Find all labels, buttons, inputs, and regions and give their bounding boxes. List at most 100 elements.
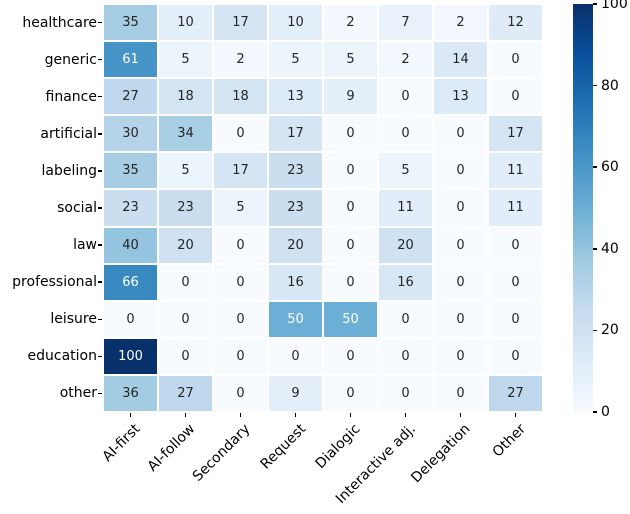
x-tick-label: Request bbox=[257, 421, 309, 473]
cell-value: 0 bbox=[401, 348, 410, 364]
heatmap-cell: 35 bbox=[103, 4, 158, 42]
cell-value: 27 bbox=[177, 385, 194, 401]
cell-value: 9 bbox=[291, 385, 300, 401]
cell-value: 66 bbox=[122, 274, 139, 290]
cell-value: 14 bbox=[452, 52, 469, 68]
x-tick-mark bbox=[404, 413, 407, 417]
heatmap-cell: 9 bbox=[268, 374, 323, 412]
x-tick-mark bbox=[294, 413, 297, 417]
cell-value: 0 bbox=[511, 348, 520, 364]
cell-value: 5 bbox=[291, 52, 300, 68]
cell-value: 2 bbox=[236, 52, 245, 68]
colorbar-tick-label: 0 bbox=[601, 404, 610, 420]
cell-value: 7 bbox=[401, 15, 410, 31]
cell-value: 36 bbox=[122, 385, 139, 401]
cell-value: 0 bbox=[346, 237, 355, 253]
cell-value: 0 bbox=[291, 348, 300, 364]
cell-value: 16 bbox=[397, 274, 414, 290]
heatmap-cell: 0 bbox=[213, 263, 268, 301]
y-tick-mark bbox=[98, 133, 102, 135]
x-tick-label: AI-follow bbox=[145, 421, 199, 475]
heatmap-cell: 50 bbox=[323, 300, 378, 338]
cell-value: 17 bbox=[287, 126, 304, 142]
heatmap-cell: 0 bbox=[213, 337, 268, 375]
y-tick-mark bbox=[98, 95, 102, 98]
heatmap-cell: 10 bbox=[158, 4, 213, 42]
heatmap-cell: 0 bbox=[323, 263, 378, 301]
heatmap-cell: 0 bbox=[268, 337, 323, 375]
heatmap-cell: 0 bbox=[378, 78, 433, 116]
y-tick-mark bbox=[98, 318, 102, 321]
cell-value: 0 bbox=[401, 385, 410, 401]
colorbar-tick-mark bbox=[593, 248, 597, 250]
cell-value: 17 bbox=[232, 163, 249, 179]
cell-value: 11 bbox=[507, 163, 524, 179]
heatmap-cell: 0 bbox=[378, 337, 433, 375]
cell-value: 0 bbox=[346, 163, 355, 179]
colorbar-tick-mark bbox=[593, 166, 597, 168]
heatmap-cell: 0 bbox=[158, 337, 213, 375]
heatmap-cell: 23 bbox=[268, 152, 323, 190]
cell-value: 5 bbox=[181, 163, 190, 179]
heatmap-cell: 20 bbox=[268, 226, 323, 264]
heatmap-cell: 61 bbox=[103, 41, 158, 79]
heatmap-cell: 10 bbox=[268, 4, 323, 42]
cell-value: 0 bbox=[456, 311, 465, 327]
heatmap-cell: 0 bbox=[433, 300, 488, 338]
x-tick-mark bbox=[459, 413, 462, 417]
y-tick-mark bbox=[98, 392, 102, 395]
heatmap-cell: 16 bbox=[378, 263, 433, 301]
cell-value: 27 bbox=[507, 385, 524, 401]
heatmap-cell: 5 bbox=[323, 41, 378, 79]
cell-value: 0 bbox=[236, 126, 245, 142]
cell-value: 35 bbox=[122, 163, 139, 179]
heatmap-cell: 0 bbox=[433, 189, 488, 227]
heatmap-cell: 27 bbox=[488, 374, 543, 412]
cell-value: 0 bbox=[511, 89, 520, 105]
cell-value: 5 bbox=[236, 200, 245, 216]
heatmap-cell: 5 bbox=[378, 152, 433, 190]
heatmap-cell: 11 bbox=[488, 189, 543, 227]
heatmap-cell: 0 bbox=[433, 226, 488, 264]
cell-value: 0 bbox=[181, 274, 190, 290]
cell-value: 0 bbox=[401, 89, 410, 105]
heatmap-cell: 50 bbox=[268, 300, 323, 338]
heatmap-cell: 23 bbox=[158, 189, 213, 227]
y-tick-label: healthcare bbox=[22, 14, 97, 31]
heatmap-cell: 0 bbox=[103, 300, 158, 338]
cell-value: 5 bbox=[181, 52, 190, 68]
y-tick-mark bbox=[98, 58, 102, 61]
colorbar-tick-label: 100 bbox=[601, 0, 628, 12]
colorbar-tick-label: 80 bbox=[601, 77, 619, 94]
heatmap-cell: 0 bbox=[213, 300, 268, 338]
cell-value: 0 bbox=[401, 311, 410, 327]
cell-value: 50 bbox=[342, 311, 359, 327]
cell-value: 2 bbox=[401, 52, 410, 68]
heatmap-cell: 0 bbox=[213, 374, 268, 412]
heatmap-cell: 0 bbox=[488, 337, 543, 375]
heatmap-cell: 0 bbox=[433, 263, 488, 301]
cell-value: 11 bbox=[397, 200, 414, 216]
heatmap-cell: 35 bbox=[103, 152, 158, 190]
heatmap-cell: 0 bbox=[433, 337, 488, 375]
cell-value: 12 bbox=[507, 15, 524, 31]
colorbar-gradient bbox=[573, 4, 593, 412]
cell-value: 40 bbox=[122, 237, 139, 253]
colorbar-tick-mark bbox=[593, 411, 597, 413]
cell-value: 13 bbox=[452, 89, 469, 105]
x-tick-mark bbox=[129, 413, 132, 417]
heatmap-cell: 14 bbox=[433, 41, 488, 79]
cell-value: 17 bbox=[232, 15, 249, 31]
y-tick-label: social bbox=[57, 200, 97, 216]
heatmap-cell: 2 bbox=[213, 41, 268, 79]
y-tick-label: leisure bbox=[50, 311, 97, 328]
y-tick-mark bbox=[98, 207, 102, 209]
cell-value: 17 bbox=[507, 126, 524, 142]
x-tick-mark bbox=[239, 413, 242, 417]
y-tick-label: professional bbox=[12, 274, 97, 291]
heatmap-cell: 66 bbox=[103, 263, 158, 301]
heatmap-cell: 0 bbox=[158, 263, 213, 301]
y-tick-mark bbox=[98, 281, 102, 283]
cell-value: 0 bbox=[181, 311, 190, 327]
heatmap-cell: 5 bbox=[158, 152, 213, 190]
